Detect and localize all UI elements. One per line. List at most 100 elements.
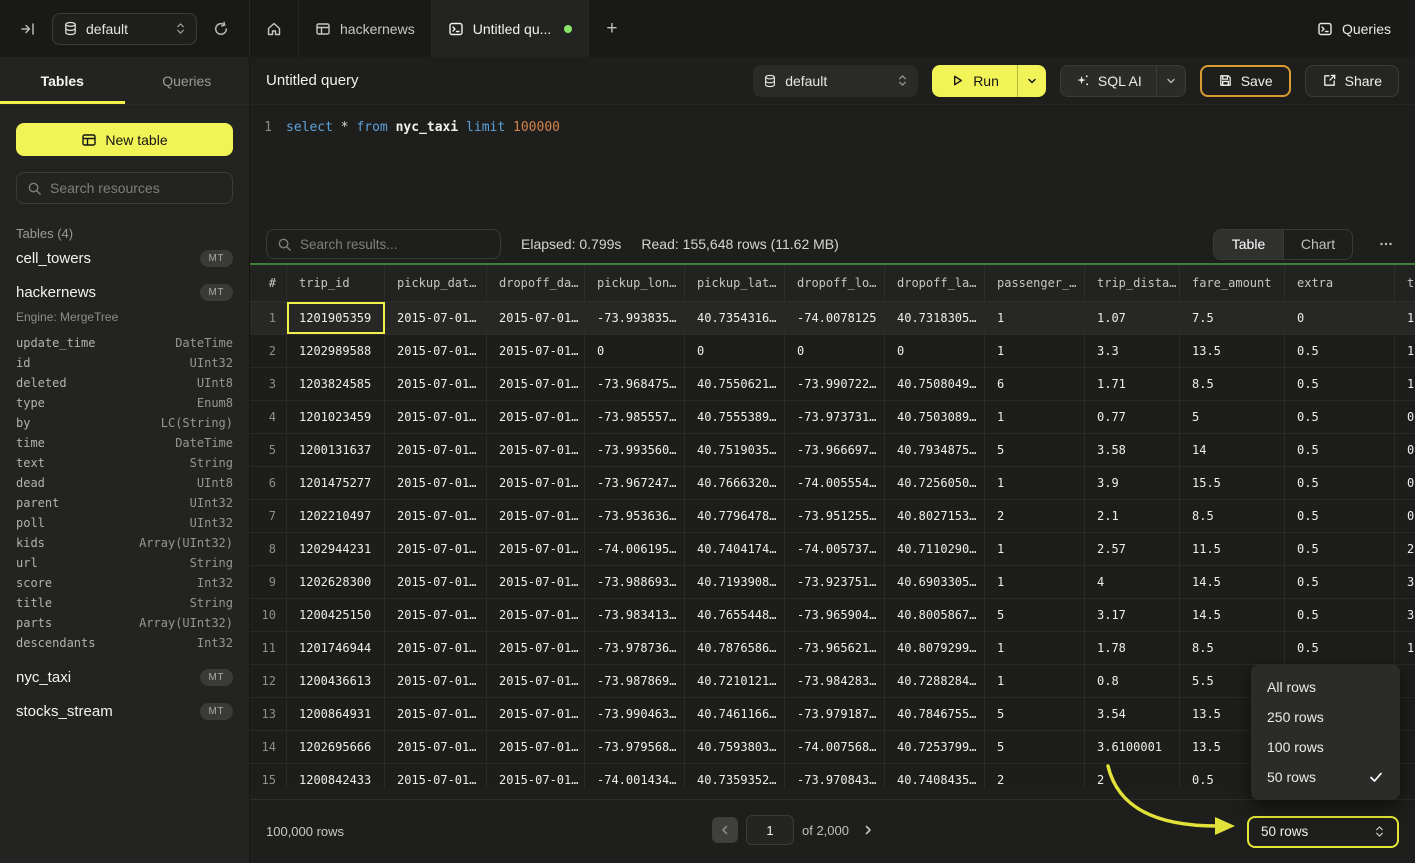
table-cell[interactable]: 2015-07-01… (385, 368, 487, 400)
column-header-pickup_dat[interactable]: pickup_dat… (385, 265, 487, 301)
table-cell[interactable]: 5 (985, 434, 1085, 466)
view-tab-table[interactable]: Table (1214, 229, 1283, 259)
table-cell[interactable]: 2015-07-01… (385, 335, 487, 367)
table-cell[interactable]: 15.5 (1180, 467, 1285, 499)
table-cell[interactable]: 0.8 (1085, 665, 1180, 697)
table-cell[interactable]: 1.71 (1085, 368, 1180, 400)
next-page-button[interactable] (857, 819, 879, 841)
table-cell[interactable]: 40.7359352… (685, 764, 785, 788)
table-cell[interactable]: 40.7846755… (885, 698, 985, 730)
table-cell[interactable]: 3.54 (1085, 698, 1180, 730)
column-header-trip_dista[interactable]: trip_dista… (1085, 265, 1180, 301)
row-number[interactable]: 2 (250, 335, 287, 367)
table-cell[interactable]: 5 (985, 731, 1085, 763)
column-header-pickup_lat[interactable]: pickup_lat… (685, 265, 785, 301)
menu-option-250-rows[interactable]: 250 rows (1251, 702, 1400, 732)
table-cell[interactable]: 2015-07-01… (487, 632, 585, 664)
column-header-pickup_lon[interactable]: pickup_lon… (585, 265, 685, 301)
table-cell[interactable]: -73.978736… (585, 632, 685, 664)
table-cell[interactable]: 40.7193908… (685, 566, 785, 598)
table-cell[interactable]: 0.5 (1285, 566, 1395, 598)
table-cell[interactable]: -73.953636… (585, 500, 685, 532)
table-cell[interactable]: 2.57 (1085, 533, 1180, 565)
table-cell[interactable]: 1200131637 (287, 434, 385, 466)
table-cell[interactable]: 0 (1395, 434, 1415, 466)
page-size-select[interactable]: 50 rows (1247, 815, 1399, 848)
new-tab-button[interactable]: + (606, 17, 618, 39)
sql-editor[interactable]: 1 select * from nyc_taxi limit 100000 (250, 105, 1415, 225)
table-cell[interactable]: 2015-07-01… (487, 698, 585, 730)
table-cell[interactable]: -73.993560… (585, 434, 685, 466)
refresh-icon[interactable] (207, 15, 235, 43)
table-cell[interactable]: 40.7593803… (685, 731, 785, 763)
table-cell[interactable]: 0 (1285, 302, 1395, 334)
table-cell[interactable]: 2015-07-01… (385, 467, 487, 499)
sql-ai-button[interactable]: SQL AI (1061, 66, 1156, 96)
table-cell[interactable]: 1 (985, 533, 1085, 565)
table-cell[interactable]: -73.923751… (785, 566, 885, 598)
table-cell[interactable]: 7.5 (1180, 302, 1285, 334)
tab-hackernews[interactable]: hackernews (299, 0, 432, 57)
table-cell[interactable]: 40.7461166… (685, 698, 785, 730)
table-cell[interactable]: 8.5 (1180, 500, 1285, 532)
table-cell[interactable]: -73.985557… (585, 401, 685, 433)
table-cell[interactable]: 2015-07-01… (487, 764, 585, 788)
table-cell[interactable]: 2015-07-01… (385, 434, 487, 466)
table-cell[interactable]: 2015-07-01… (385, 632, 487, 664)
table-cell[interactable]: 40.7796478… (685, 500, 785, 532)
table-cell[interactable]: 5 (985, 698, 1085, 730)
table-cell[interactable]: -73.988693… (585, 566, 685, 598)
table-cell[interactable]: -74.005554… (785, 467, 885, 499)
table-cell[interactable]: 40.7555389… (685, 401, 785, 433)
column-header-fare_amount[interactable]: fare_amount (1180, 265, 1285, 301)
table-cell[interactable]: 1 (985, 335, 1085, 367)
table-cell[interactable]: 8.5 (1180, 368, 1285, 400)
search-resources-input[interactable] (50, 180, 222, 196)
column-header-t[interactable]: t (1395, 265, 1415, 301)
table-cell[interactable]: 2015-07-01… (385, 401, 487, 433)
menu-option-all-rows[interactable]: All rows (1251, 672, 1400, 702)
column-header-extra[interactable]: extra (1285, 265, 1395, 301)
table-cell[interactable]: -74.007568… (785, 731, 885, 763)
row-number[interactable]: 15 (250, 764, 287, 788)
table-cell[interactable]: 2015-07-01… (487, 401, 585, 433)
table-cell[interactable]: -73.987869… (585, 665, 685, 697)
column-header-dropoff_lo[interactable]: dropoff_lo… (785, 265, 885, 301)
run-options-caret[interactable] (1016, 64, 1046, 97)
row-number[interactable]: 1 (250, 302, 287, 334)
table-cell[interactable]: -74.0078125 (785, 302, 885, 334)
table-cell[interactable]: 0.5 (1285, 632, 1395, 664)
table-cell[interactable]: 40.7288284… (885, 665, 985, 697)
table-cell[interactable]: 1200425150 (287, 599, 385, 631)
table-cell[interactable]: 1201475277 (287, 467, 385, 499)
table-cell[interactable]: 3.58 (1085, 434, 1180, 466)
table-cell[interactable]: 1202695666 (287, 731, 385, 763)
table-cell[interactable]: 2015-07-01… (487, 302, 585, 334)
table-cell[interactable]: 40.7934875… (885, 434, 985, 466)
table-cell[interactable]: 40.7508049… (885, 368, 985, 400)
table-cell[interactable]: 1 (985, 632, 1085, 664)
table-cell[interactable]: 0 (785, 335, 885, 367)
database-selector-topbar[interactable]: default (52, 12, 197, 45)
previous-page-button[interactable] (712, 817, 738, 843)
table-cell[interactable]: 2015-07-01… (487, 566, 585, 598)
table-cell[interactable]: 11.5 (1180, 533, 1285, 565)
table-cell[interactable]: 0.5 (1285, 401, 1395, 433)
table-cell[interactable]: 1200864931 (287, 698, 385, 730)
table-cell[interactable]: 40.7519035… (685, 434, 785, 466)
table-cell[interactable]: 40.7110290… (885, 533, 985, 565)
table-cell[interactable]: 40.7408435… (885, 764, 985, 788)
table-cell[interactable]: -73.970843… (785, 764, 885, 788)
sql-ai-options-caret[interactable] (1155, 65, 1185, 96)
table-cell[interactable]: 0.77 (1085, 401, 1180, 433)
table-cell[interactable]: 0.5 (1285, 467, 1395, 499)
table-cell[interactable]: -73.993835… (585, 302, 685, 334)
table-cell[interactable]: 1 (985, 467, 1085, 499)
table-cell[interactable]: 2015-07-01… (385, 500, 487, 532)
table-cell[interactable]: 0.5 (1285, 500, 1395, 532)
row-number[interactable]: 14 (250, 731, 287, 763)
table-cell[interactable]: 40.8079299… (885, 632, 985, 664)
table-cell[interactable]: 0.5 (1285, 368, 1395, 400)
table-cell[interactable]: 1202989588 (287, 335, 385, 367)
table-cell[interactable]: 1202628300 (287, 566, 385, 598)
